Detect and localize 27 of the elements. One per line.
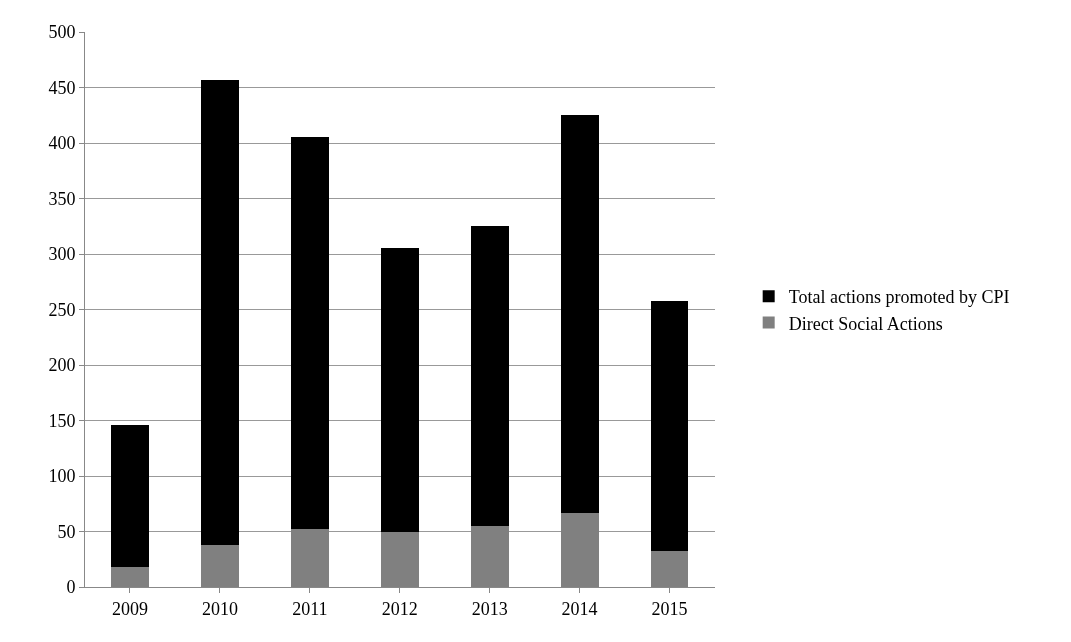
y-tick-label: 200 bbox=[48, 355, 76, 376]
x-tick-label: 2014 bbox=[561, 598, 598, 619]
bar bbox=[650, 300, 689, 552]
x-tick-label: 2012 bbox=[381, 598, 418, 619]
bar bbox=[470, 226, 509, 526]
bar bbox=[560, 115, 599, 513]
x-tick-label: 2015 bbox=[651, 598, 688, 619]
x-tick-label: 2009 bbox=[111, 598, 148, 619]
y-tick-label: 350 bbox=[48, 188, 76, 209]
bar bbox=[290, 137, 329, 530]
y-tick-label: 100 bbox=[48, 466, 76, 487]
y-tick-label: 300 bbox=[48, 244, 76, 265]
y-tick-label: 250 bbox=[48, 299, 76, 320]
y-tick-label: 0 bbox=[66, 577, 76, 598]
bar bbox=[380, 248, 419, 532]
x-tick-label: 2010 bbox=[201, 598, 238, 619]
y-tick-label: 400 bbox=[48, 133, 76, 154]
legend-label: Total actions promoted by CPI bbox=[788, 287, 1010, 308]
y-tick-label: 50 bbox=[57, 521, 76, 542]
y-tick-label: 500 bbox=[48, 22, 76, 43]
legend-label: Direct Social Actions bbox=[788, 313, 943, 334]
bar bbox=[111, 424, 149, 568]
bar bbox=[201, 79, 239, 545]
y-tick-label: 150 bbox=[48, 410, 76, 431]
y-tick-label: 450 bbox=[48, 77, 76, 98]
x-tick-label: 2011 bbox=[292, 598, 328, 619]
x-tick-label: 2013 bbox=[471, 598, 508, 619]
